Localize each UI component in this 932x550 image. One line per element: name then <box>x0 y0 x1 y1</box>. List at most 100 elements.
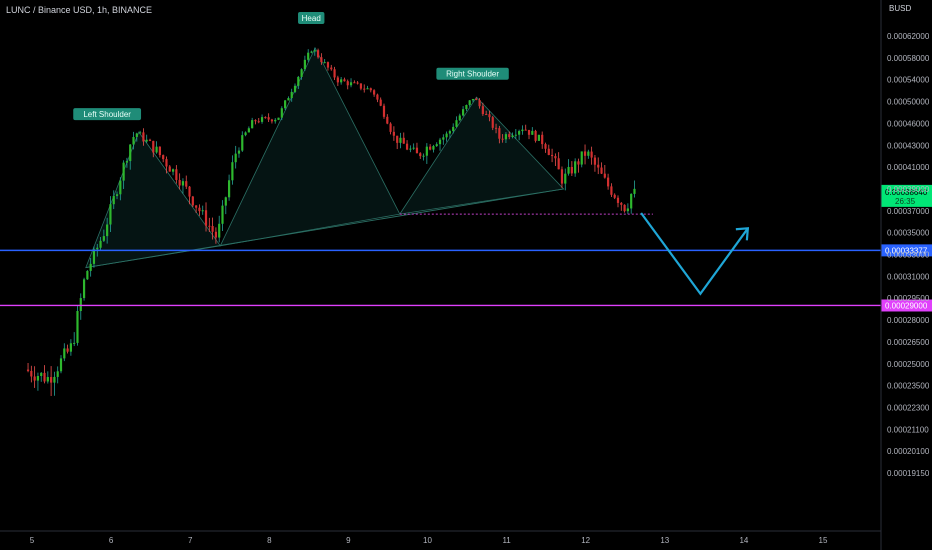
candle-body <box>382 105 386 117</box>
candle-body <box>92 249 96 264</box>
candle <box>412 143 415 150</box>
candle <box>366 85 369 90</box>
candle <box>626 203 629 215</box>
candle <box>287 96 290 101</box>
price-tick-label: 0.00020100 <box>887 447 930 456</box>
candle <box>30 365 33 383</box>
candle <box>405 140 409 151</box>
candle <box>267 113 270 123</box>
candle <box>247 126 250 133</box>
candle-body <box>432 146 435 150</box>
candle <box>524 124 527 131</box>
price-tick-label: 0.00062000 <box>887 32 930 41</box>
candle <box>181 178 185 194</box>
candle-body <box>155 146 158 153</box>
candle-body <box>168 166 171 172</box>
candle <box>323 59 326 64</box>
candle <box>99 236 102 251</box>
candle-body <box>346 81 349 86</box>
time-tick-label: 11 <box>502 536 511 545</box>
candle-body <box>541 134 544 145</box>
candle <box>69 339 72 356</box>
candle-body <box>564 173 567 184</box>
time-tick-label: 6 <box>109 536 114 545</box>
candle-body <box>40 372 43 376</box>
candle-body <box>82 279 86 299</box>
candle <box>382 103 386 119</box>
right-shoulder-triangle <box>398 96 565 215</box>
candle <box>419 152 422 159</box>
price-tick-label: 0.00023500 <box>887 382 930 391</box>
candle <box>570 161 573 177</box>
candle-body <box>488 114 491 118</box>
candle-body <box>580 151 583 165</box>
candle-body <box>613 194 616 198</box>
candle <box>168 165 171 172</box>
candle-body <box>587 151 590 156</box>
candle <box>438 137 442 151</box>
candle-body <box>132 136 135 145</box>
candle-body <box>412 147 415 149</box>
candle-body <box>274 119 277 122</box>
candle <box>125 157 129 168</box>
candle-body <box>53 376 56 383</box>
candle <box>63 343 66 362</box>
candle-body <box>494 127 498 129</box>
price-tick-label: 0.00028000 <box>887 316 930 325</box>
candle <box>501 134 504 143</box>
candle <box>557 152 560 170</box>
pattern-label-text: Left Shoulder <box>83 110 131 119</box>
candle <box>468 100 471 107</box>
candle <box>455 116 458 128</box>
candle-body <box>251 120 254 129</box>
candle-body <box>148 139 152 141</box>
candle-body <box>221 205 224 224</box>
candle-body <box>198 207 201 212</box>
candle-body <box>392 131 395 136</box>
candle-body <box>557 158 560 170</box>
time-tick-label: 15 <box>819 536 828 545</box>
candle-body <box>227 180 231 198</box>
price-tick-label: 0.00041000 <box>887 163 930 172</box>
candle-body <box>139 132 142 134</box>
candle-body <box>600 167 603 174</box>
candle <box>607 173 610 190</box>
candle <box>402 132 405 144</box>
candle <box>191 195 194 208</box>
price-tick-label: 0.00029500 <box>887 294 930 303</box>
candle-body <box>554 156 557 159</box>
candle-body <box>386 116 389 124</box>
price-tick-label: 0.00037000 <box>887 207 930 216</box>
candle-body <box>402 137 405 144</box>
candle <box>73 332 76 347</box>
candle-body <box>303 59 306 70</box>
candle-body <box>583 151 587 156</box>
candle-body <box>475 98 478 101</box>
candle-body <box>247 128 250 133</box>
head-triangle <box>219 47 401 247</box>
candle <box>56 366 59 384</box>
candle-body <box>46 377 49 382</box>
price-tick-label: 0.00035000 <box>887 229 930 238</box>
price-tick-label: 0.00022300 <box>887 403 930 412</box>
candle-body <box>389 123 392 132</box>
candle-body <box>511 135 514 137</box>
candle-body <box>349 82 353 86</box>
last-price-countdown: 26:35 <box>895 197 916 206</box>
price-tick-label: 0.00021100 <box>887 425 929 434</box>
candle <box>537 134 540 141</box>
candle-body <box>241 135 244 151</box>
candle <box>50 366 53 397</box>
price-tick-label: 0.00050000 <box>887 98 930 107</box>
candle-body <box>491 117 494 128</box>
candle <box>188 185 191 205</box>
neckline <box>85 188 564 269</box>
candle <box>86 270 89 280</box>
candle <box>442 134 445 145</box>
price-tick-label: 0.00033000 <box>887 251 930 260</box>
candle <box>198 204 201 216</box>
candle <box>452 123 455 134</box>
candle-body <box>597 164 600 168</box>
candle-body <box>455 120 458 127</box>
